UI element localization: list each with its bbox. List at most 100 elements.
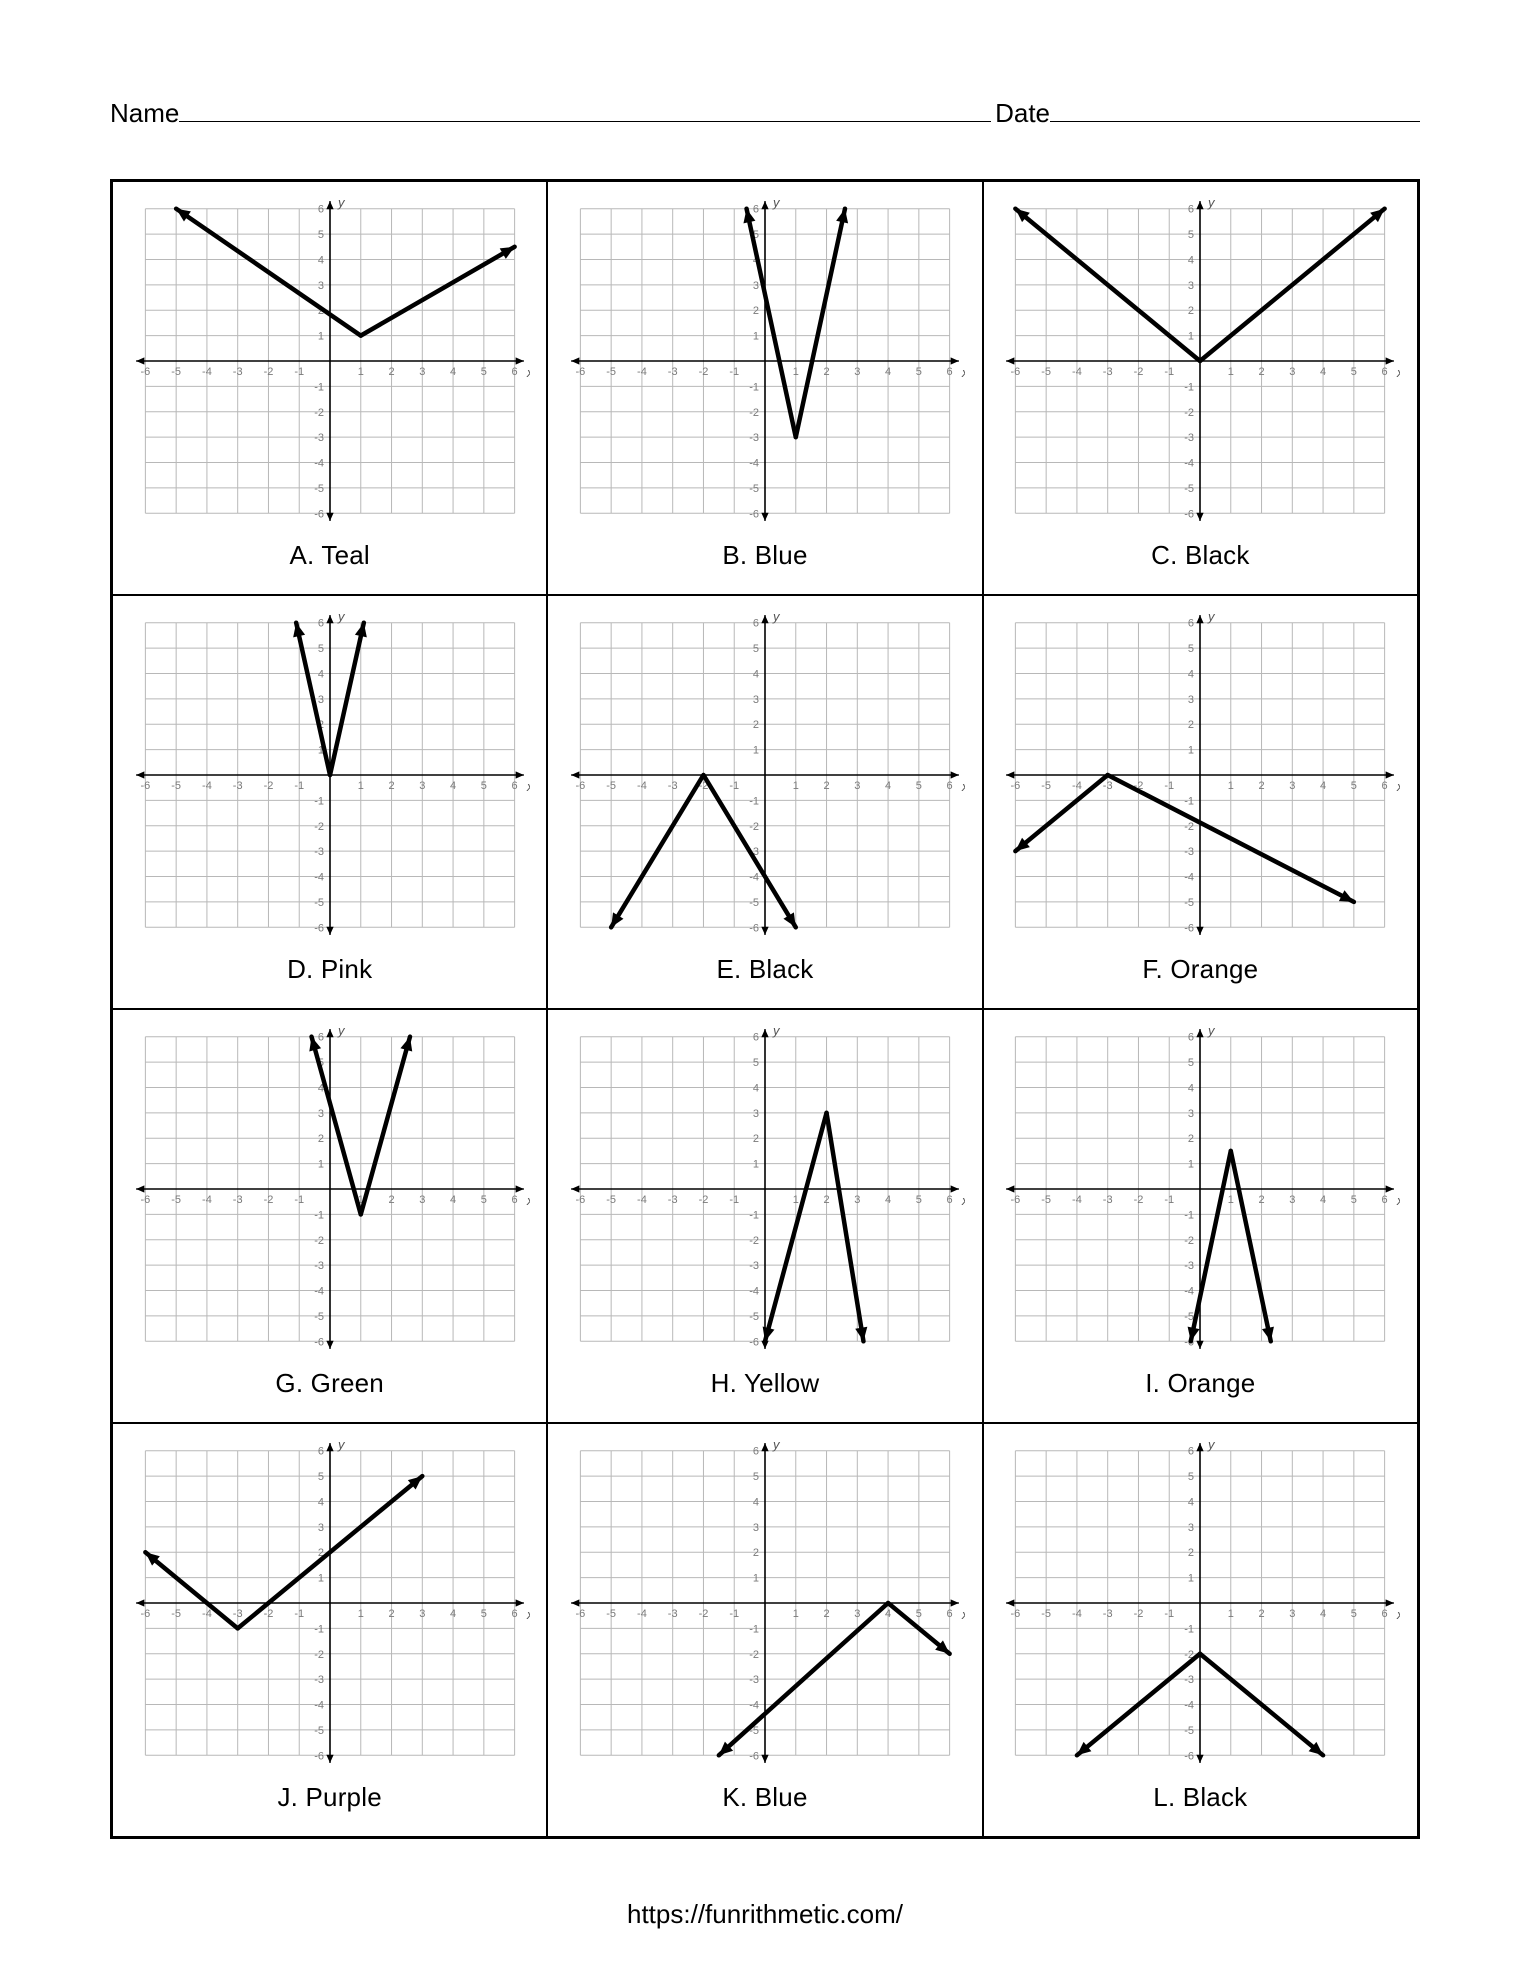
svg-text:-1: -1: [1185, 1209, 1195, 1221]
chart-caption-K: K. Blue: [722, 1782, 807, 1813]
svg-text:-4: -4: [637, 366, 647, 378]
chart-B: -6-5-4-3-2-1123456-6-5-4-3-2-1123456xy: [565, 196, 965, 536]
svg-text:x: x: [526, 1193, 530, 1208]
svg-text:x: x: [526, 1607, 530, 1622]
svg-text:3: 3: [419, 1608, 425, 1620]
name-blank[interactable]: [179, 93, 991, 122]
name-label: Name: [110, 98, 179, 129]
svg-text:5: 5: [480, 1608, 486, 1620]
svg-text:-3: -3: [1185, 846, 1195, 858]
svg-text:1: 1: [793, 780, 799, 792]
svg-text:2: 2: [318, 1133, 324, 1145]
svg-text:-4: -4: [1185, 1699, 1195, 1711]
svg-text:6: 6: [511, 780, 517, 792]
svg-text:-2: -2: [1134, 1194, 1144, 1206]
chart-L: -6-5-4-3-2-1123456-6-5-4-3-2-1123456xy: [1000, 1438, 1400, 1778]
svg-text:6: 6: [1382, 1194, 1388, 1206]
svg-text:2: 2: [753, 1133, 759, 1145]
chart-cell-J: -6-5-4-3-2-1123456-6-5-4-3-2-1123456xyJ.…: [112, 1423, 547, 1837]
svg-text:-4: -4: [314, 457, 324, 469]
svg-text:-5: -5: [171, 780, 181, 792]
svg-text:-6: -6: [1185, 1750, 1195, 1762]
svg-text:5: 5: [480, 366, 486, 378]
svg-text:-4: -4: [749, 871, 759, 883]
svg-text:-5: -5: [314, 1311, 324, 1323]
svg-text:-1: -1: [314, 795, 324, 807]
svg-text:-3: -3: [668, 1194, 678, 1206]
svg-text:-4: -4: [637, 780, 647, 792]
svg-text:3: 3: [753, 1521, 759, 1533]
svg-text:-1: -1: [749, 1623, 759, 1635]
svg-text:-1: -1: [729, 366, 739, 378]
svg-text:2: 2: [1259, 1194, 1265, 1206]
svg-text:3: 3: [1290, 1194, 1296, 1206]
svg-text:-4: -4: [314, 871, 324, 883]
svg-text:-2: -2: [263, 1608, 273, 1620]
svg-text:4: 4: [1188, 1082, 1194, 1094]
svg-text:-3: -3: [668, 366, 678, 378]
svg-text:-2: -2: [314, 406, 324, 418]
svg-text:3: 3: [1188, 1521, 1194, 1533]
svg-text:6: 6: [318, 1031, 324, 1043]
svg-text:4: 4: [1320, 366, 1326, 378]
svg-text:-1: -1: [1165, 1194, 1175, 1206]
chart-caption-B: B. Blue: [722, 540, 807, 571]
svg-text:x: x: [1396, 1193, 1400, 1208]
svg-text:3: 3: [318, 279, 324, 291]
svg-text:6: 6: [1188, 1031, 1194, 1043]
chart-caption-E: E. Black: [717, 954, 814, 985]
svg-text:-6: -6: [140, 1194, 150, 1206]
svg-text:-3: -3: [1185, 432, 1195, 444]
svg-text:-1: -1: [314, 1623, 324, 1635]
svg-text:6: 6: [1188, 1445, 1194, 1457]
chart-cell-E: -6-5-4-3-2-1123456-6-5-4-3-2-1123456xyE.…: [547, 595, 982, 1009]
svg-text:-5: -5: [606, 780, 616, 792]
svg-text:-4: -4: [1072, 1194, 1082, 1206]
svg-text:1: 1: [1228, 1608, 1234, 1620]
svg-text:-6: -6: [314, 1750, 324, 1762]
chart-cell-C: -6-5-4-3-2-1123456-6-5-4-3-2-1123456xyC.…: [983, 181, 1418, 595]
svg-text:5: 5: [1188, 229, 1194, 241]
svg-text:-5: -5: [314, 897, 324, 909]
svg-text:-1: -1: [294, 1608, 304, 1620]
svg-text:5: 5: [1351, 1194, 1357, 1206]
svg-text:-4: -4: [1185, 457, 1195, 469]
svg-text:3: 3: [1188, 1107, 1194, 1119]
date-blank[interactable]: [1050, 93, 1420, 122]
svg-text:6: 6: [753, 1445, 759, 1457]
svg-text:1: 1: [1228, 1194, 1234, 1206]
svg-text:-6: -6: [1011, 366, 1021, 378]
chart-H: -6-5-4-3-2-1123456-6-5-4-3-2-1123456xy: [565, 1024, 965, 1364]
svg-text:-4: -4: [314, 1285, 324, 1297]
svg-text:-3: -3: [1103, 780, 1113, 792]
svg-text:6: 6: [1382, 366, 1388, 378]
svg-text:6: 6: [947, 1608, 953, 1620]
svg-text:-2: -2: [314, 820, 324, 832]
svg-text:3: 3: [753, 279, 759, 291]
svg-text:6: 6: [318, 203, 324, 215]
svg-text:2: 2: [823, 780, 829, 792]
svg-text:-2: -2: [699, 1194, 709, 1206]
svg-text:1: 1: [1188, 1572, 1194, 1584]
svg-text:6: 6: [1382, 1608, 1388, 1620]
svg-text:y: y: [1207, 1024, 1216, 1038]
chart-caption-J: J. Purple: [277, 1782, 381, 1813]
svg-text:4: 4: [450, 366, 456, 378]
svg-text:-5: -5: [171, 366, 181, 378]
svg-text:-5: -5: [1185, 1725, 1195, 1737]
svg-text:-3: -3: [1185, 1260, 1195, 1272]
chart-grid: -6-5-4-3-2-1123456-6-5-4-3-2-1123456xyA.…: [110, 179, 1420, 1839]
svg-text:-5: -5: [1042, 1194, 1052, 1206]
svg-text:1: 1: [1228, 780, 1234, 792]
svg-text:-5: -5: [171, 1194, 181, 1206]
svg-text:-6: -6: [575, 366, 585, 378]
svg-text:3: 3: [1188, 693, 1194, 705]
svg-text:y: y: [1207, 610, 1216, 624]
chart-F: -6-5-4-3-2-1123456-6-5-4-3-2-1123456xy: [1000, 610, 1400, 950]
svg-text:-1: -1: [729, 780, 739, 792]
svg-text:3: 3: [1290, 780, 1296, 792]
svg-text:-2: -2: [314, 1234, 324, 1246]
chart-caption-D: D. Pink: [287, 954, 372, 985]
svg-text:-1: -1: [1185, 1623, 1195, 1635]
svg-text:4: 4: [1188, 668, 1194, 680]
